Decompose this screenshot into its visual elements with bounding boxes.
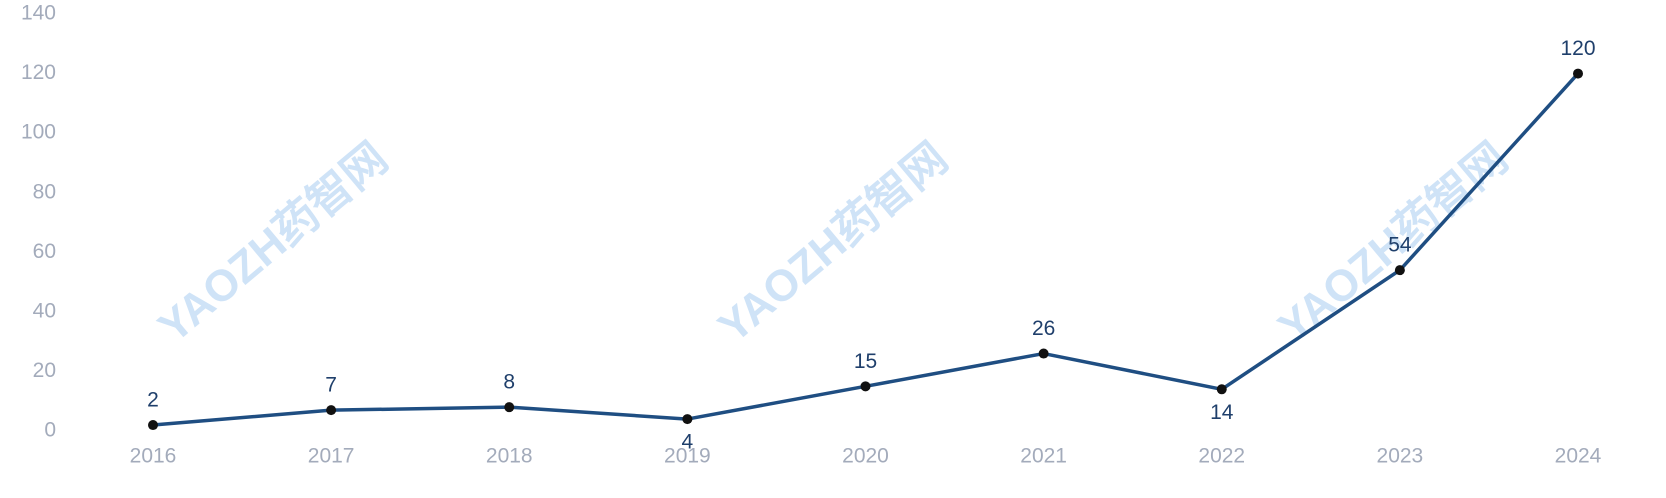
point [504,402,515,413]
y-tick-label: 80 [33,180,56,203]
value-label: 26 [1032,317,1055,340]
x-tick-label: 2018 [486,445,533,468]
y-tick-label: 120 [21,61,56,84]
value-label: 4 [682,431,694,454]
x-tick-label: 2017 [308,445,355,468]
y-tick-label: 100 [21,121,56,144]
point [326,405,337,416]
value-label: 8 [503,371,515,394]
point [1038,348,1049,359]
value-label: 2 [147,389,159,412]
point [148,420,158,431]
value-label: 14 [1210,401,1234,424]
y-tick-label: 140 [21,2,56,25]
x-tick-label: 2021 [1020,445,1067,468]
value-label: 120 [1560,37,1595,60]
point [682,414,693,425]
point [1394,265,1405,276]
watermark: YAOZH药智网 [709,133,956,352]
watermark: YAOZH药智网 [149,133,396,352]
x-tick-label: 2024 [1555,445,1602,468]
value-label: 15 [854,350,877,373]
x-tick-label: 2023 [1377,445,1424,468]
x-tick-label: 2022 [1198,445,1245,468]
y-tick-label: 40 [33,299,56,322]
point [1573,68,1583,79]
point [1216,384,1227,395]
y-tick-label: 20 [33,359,56,382]
point [860,381,871,392]
y-tick-label: 60 [33,240,56,263]
y-tick-label: 0 [44,419,56,442]
x-tick-label: 2016 [130,445,177,468]
x-tick-label: 2020 [842,445,889,468]
x-tick-label: 2019 [664,445,711,468]
value-label: 54 [1388,234,1412,257]
value-label: 7 [325,374,337,397]
